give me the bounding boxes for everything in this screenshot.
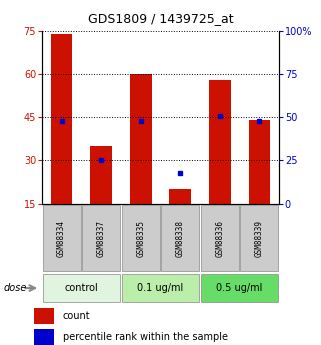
Bar bbox=[201, 274, 279, 302]
Bar bbox=[34, 329, 54, 345]
Text: percentile rank within the sample: percentile rank within the sample bbox=[63, 332, 228, 342]
Bar bbox=[42, 274, 120, 302]
Bar bbox=[240, 205, 279, 271]
Text: 0.5 ug/ml: 0.5 ug/ml bbox=[216, 283, 263, 293]
Bar bbox=[51, 34, 73, 204]
Bar bbox=[169, 189, 191, 204]
Bar bbox=[34, 308, 54, 324]
Bar bbox=[122, 274, 199, 302]
Text: GSM88335: GSM88335 bbox=[136, 219, 145, 257]
Text: count: count bbox=[63, 311, 90, 321]
Text: dose: dose bbox=[3, 283, 27, 293]
Text: GSM88334: GSM88334 bbox=[57, 219, 66, 257]
Bar bbox=[122, 205, 160, 271]
Bar bbox=[130, 74, 152, 204]
Text: 0.1 ug/ml: 0.1 ug/ml bbox=[137, 283, 184, 293]
Bar bbox=[248, 120, 270, 204]
Bar bbox=[161, 205, 199, 271]
Text: GSM88336: GSM88336 bbox=[215, 219, 224, 257]
Text: GSM88337: GSM88337 bbox=[97, 219, 106, 257]
Text: GDS1809 / 1439725_at: GDS1809 / 1439725_at bbox=[88, 12, 233, 25]
Bar bbox=[201, 205, 239, 271]
Bar bbox=[209, 80, 231, 204]
Bar bbox=[90, 146, 112, 204]
Text: control: control bbox=[65, 283, 98, 293]
Text: GSM88338: GSM88338 bbox=[176, 219, 185, 257]
Text: GSM88339: GSM88339 bbox=[255, 219, 264, 257]
Bar bbox=[42, 205, 81, 271]
Bar bbox=[82, 205, 120, 271]
